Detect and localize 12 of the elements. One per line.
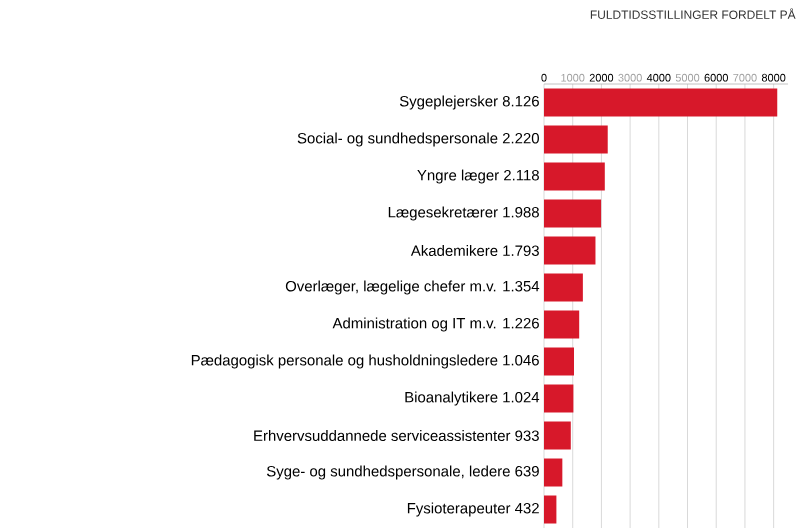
bar bbox=[544, 495, 557, 524]
bar bbox=[544, 125, 608, 154]
bar bbox=[544, 421, 571, 450]
bar bbox=[544, 236, 596, 265]
bar bbox=[544, 88, 778, 117]
bar bbox=[544, 384, 574, 413]
bar bbox=[544, 273, 583, 302]
bar bbox=[544, 347, 575, 376]
bar bbox=[544, 458, 563, 487]
bar bbox=[544, 310, 580, 339]
bar bbox=[544, 162, 605, 191]
bar bbox=[544, 199, 602, 228]
